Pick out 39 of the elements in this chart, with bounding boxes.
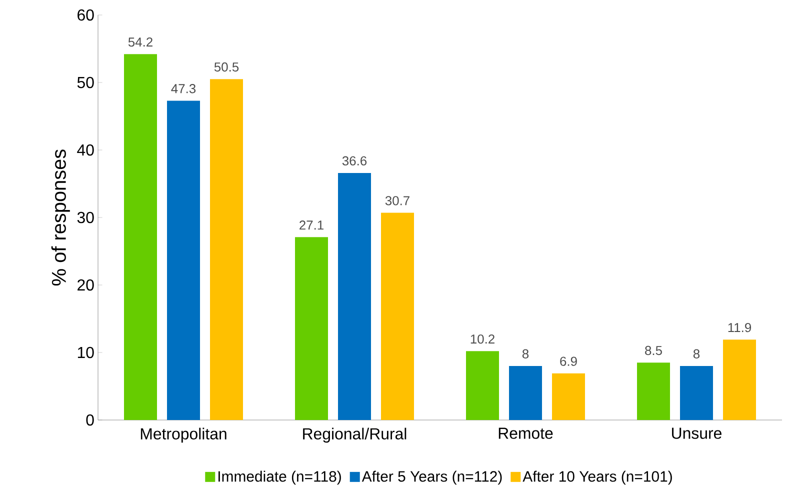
y-tick-label: 20 bbox=[78, 279, 94, 291]
legend-label: After 5 Years (n=112) bbox=[362, 470, 502, 485]
y-tick-label: 0 bbox=[86, 414, 94, 426]
x-tick-label: Regional/Rural bbox=[303, 428, 406, 443]
bar bbox=[466, 351, 500, 420]
data-label: 47.3 bbox=[171, 84, 196, 94]
bar bbox=[680, 366, 714, 420]
bar bbox=[723, 340, 756, 420]
x-tick-label: Remote bbox=[498, 428, 553, 439]
bar bbox=[338, 172, 371, 420]
bar bbox=[210, 79, 243, 420]
legend-label: After 10 Years (n=101) bbox=[522, 470, 672, 485]
data-label: 10.2 bbox=[470, 334, 494, 344]
bar bbox=[295, 237, 328, 420]
data-label: 8.5 bbox=[645, 346, 662, 356]
y-tick-label: 50 bbox=[77, 76, 94, 88]
bar bbox=[381, 212, 414, 420]
y-tick-label: 60 bbox=[78, 9, 94, 21]
bar bbox=[637, 362, 670, 420]
y-tick-label: 10 bbox=[78, 346, 94, 358]
bar bbox=[167, 100, 200, 420]
legend-label: Immediate (n=118) bbox=[218, 470, 341, 485]
y-axis-title: % of responses bbox=[51, 150, 70, 286]
data-label: 27.1 bbox=[300, 220, 324, 230]
data-label: 36.6 bbox=[342, 156, 367, 166]
data-label: 8 bbox=[693, 349, 700, 358]
data-label: 11.9 bbox=[728, 322, 752, 332]
y-tick-label: 30 bbox=[77, 212, 94, 224]
x-tick-label: Unsure bbox=[672, 428, 722, 439]
bar bbox=[552, 373, 586, 420]
bar bbox=[509, 366, 542, 420]
data-label: 8 bbox=[522, 349, 529, 358]
data-label: 30.7 bbox=[385, 196, 410, 206]
y-tick-label: 40 bbox=[77, 144, 94, 156]
data-label: 50.5 bbox=[214, 62, 239, 72]
x-tick-label: Metropolitan bbox=[140, 428, 226, 443]
bar bbox=[124, 54, 157, 420]
data-label: 6.9 bbox=[560, 356, 577, 366]
data-label: 54.2 bbox=[128, 37, 152, 47]
